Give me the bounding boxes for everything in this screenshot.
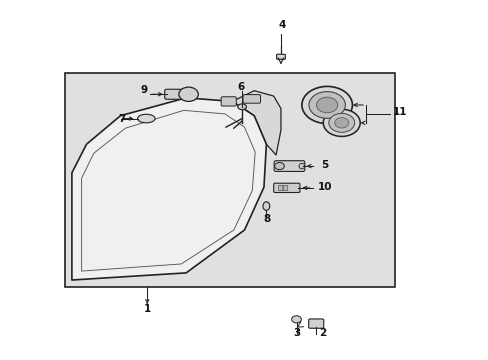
Circle shape bbox=[316, 97, 337, 113]
Text: 1: 1 bbox=[143, 304, 151, 314]
FancyBboxPatch shape bbox=[64, 73, 394, 287]
Text: 3: 3 bbox=[292, 328, 300, 338]
Text: 9: 9 bbox=[140, 85, 147, 95]
FancyBboxPatch shape bbox=[274, 161, 304, 171]
FancyBboxPatch shape bbox=[221, 97, 236, 106]
Text: 6: 6 bbox=[237, 82, 244, 92]
Polygon shape bbox=[232, 91, 281, 155]
Circle shape bbox=[323, 109, 360, 136]
Text: 7: 7 bbox=[118, 113, 125, 123]
Circle shape bbox=[291, 316, 301, 323]
FancyBboxPatch shape bbox=[273, 183, 299, 193]
Ellipse shape bbox=[237, 104, 246, 110]
FancyBboxPatch shape bbox=[283, 185, 287, 191]
Ellipse shape bbox=[263, 202, 269, 210]
Text: 10: 10 bbox=[317, 182, 331, 192]
Circle shape bbox=[179, 87, 198, 102]
FancyBboxPatch shape bbox=[278, 185, 283, 191]
Polygon shape bbox=[72, 98, 266, 280]
Circle shape bbox=[301, 86, 352, 123]
Text: 5: 5 bbox=[321, 160, 327, 170]
Circle shape bbox=[274, 162, 284, 170]
Circle shape bbox=[328, 113, 354, 132]
FancyBboxPatch shape bbox=[164, 89, 190, 99]
Text: 11: 11 bbox=[392, 107, 407, 117]
Circle shape bbox=[334, 118, 348, 128]
Text: 2: 2 bbox=[318, 328, 325, 338]
FancyBboxPatch shape bbox=[308, 319, 323, 328]
FancyBboxPatch shape bbox=[243, 95, 260, 103]
Circle shape bbox=[308, 91, 345, 118]
Text: 4: 4 bbox=[278, 19, 285, 30]
Text: 8: 8 bbox=[263, 214, 270, 224]
Ellipse shape bbox=[137, 114, 155, 123]
FancyBboxPatch shape bbox=[276, 54, 285, 59]
Ellipse shape bbox=[298, 163, 304, 169]
